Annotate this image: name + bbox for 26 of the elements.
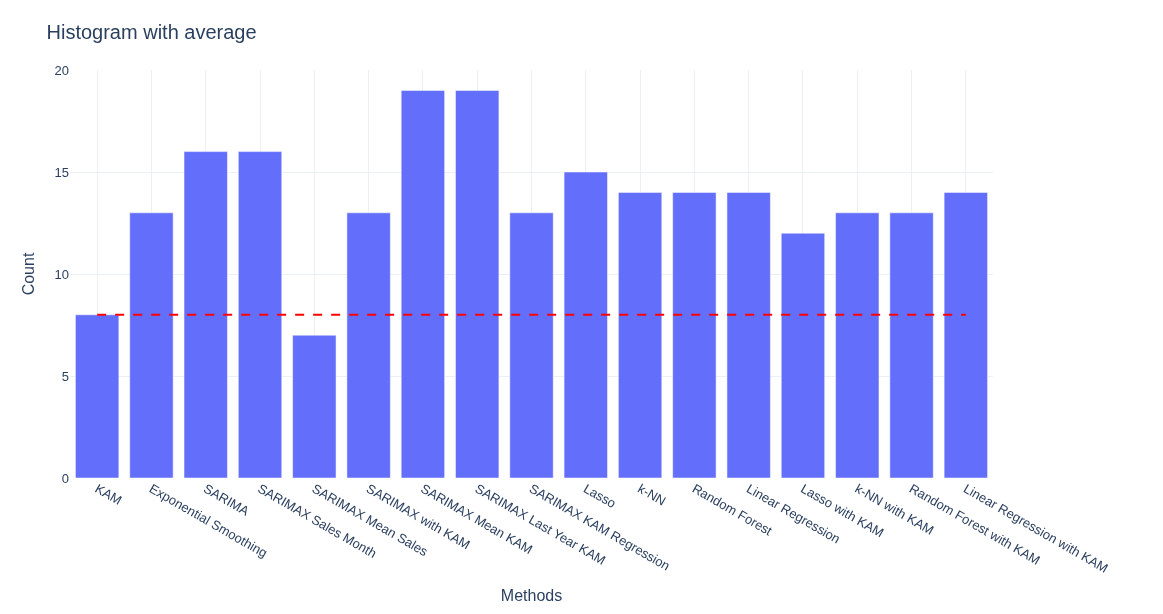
bar: [238, 151, 282, 478]
bar: [889, 212, 934, 478]
bar: [672, 192, 717, 478]
bar: [781, 232, 825, 478]
bar: [455, 90, 500, 478]
bar: [400, 90, 445, 478]
chart-title: Histogram with average: [46, 20, 257, 43]
y-tick-label: 0: [61, 470, 69, 486]
bar: [183, 151, 228, 478]
y-tick-label: 20: [54, 62, 69, 78]
bar: [129, 212, 174, 478]
bar: [943, 192, 988, 478]
y-tick-label: 5: [61, 368, 69, 384]
x-tick-label: KAM: [92, 480, 125, 508]
bar: [292, 334, 337, 478]
y-axis-title: Count: [20, 252, 38, 296]
bar: [75, 314, 120, 478]
bar: [726, 192, 771, 478]
bar: [509, 212, 554, 478]
bar: [618, 192, 663, 478]
y-tick-label: 15: [54, 164, 69, 180]
x-axis-title: Methods: [500, 587, 563, 605]
y-tick-label: 10: [54, 266, 69, 282]
bar: [835, 212, 880, 478]
bar: [563, 171, 608, 478]
bar: [346, 212, 391, 478]
